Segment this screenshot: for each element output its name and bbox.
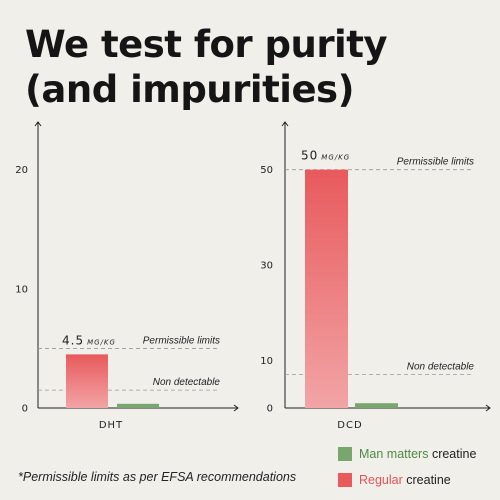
y-tick-label: 30 [260, 261, 273, 272]
legend-suffix-regular: creatine [402, 473, 451, 487]
bar-regular [66, 354, 108, 408]
dcd-chart: 0 10 30 50 Permissible limits Non detectable 5… [260, 121, 491, 431]
bar-regular [305, 169, 348, 408]
category-label: DHT [99, 420, 123, 431]
limit-label: Non detectable [407, 362, 475, 373]
value-label: 4.5 MG/KG [62, 333, 116, 347]
y-tick-label: 20 [15, 165, 28, 176]
y-axis-arrow [281, 121, 289, 127]
y-tick-label: 0 [267, 404, 273, 415]
legend: Man matters creatine Regular creatine [338, 444, 476, 496]
category-label: DCD [337, 420, 362, 431]
y-tick-label: 10 [260, 356, 273, 367]
legend-label-regular: Regular creatine [359, 473, 451, 487]
legend-brand-regular: Regular [359, 473, 403, 487]
y-tick-label: 50 [260, 165, 273, 176]
legend-label-man-matters: Man matters creatine [359, 447, 476, 461]
footnote: *Permissible limits as per EFSA recommen… [18, 470, 297, 484]
title-line-2: (and impurities) [25, 68, 354, 111]
legend-item-regular: Regular creatine [338, 470, 476, 490]
bar-man-matters [355, 403, 398, 408]
x-axis-arrow [485, 404, 491, 412]
y-tick-label: 10 [15, 284, 28, 295]
y-axis-arrow [34, 121, 42, 127]
value-unit: MG/KG [321, 154, 350, 162]
legend-item-man-matters: Man matters creatine [338, 444, 476, 464]
legend-swatch-man-matters [338, 447, 352, 461]
value-unit: MG/KG [87, 338, 116, 346]
y-tick-label: 0 [22, 404, 28, 415]
legend-brand-man-matters: Man matters [359, 447, 429, 461]
limit-label: Permissible limits [143, 335, 220, 346]
limit-label: Non detectable [153, 377, 221, 388]
value-label: 50 MG/KG [301, 149, 350, 163]
page-title: We test for purity (and impurities) [25, 22, 485, 112]
limit-label: Permissible limits [397, 157, 474, 168]
title-line-1: We test for purity [25, 23, 388, 66]
x-axis-arrow [233, 404, 239, 412]
legend-swatch-regular [338, 473, 352, 487]
legend-suffix-man-matters: creatine [428, 447, 477, 461]
dht-chart: 0 10 20 Permissible limits Non detectable 4.5… [15, 121, 239, 431]
bar-man-matters [117, 403, 159, 408]
